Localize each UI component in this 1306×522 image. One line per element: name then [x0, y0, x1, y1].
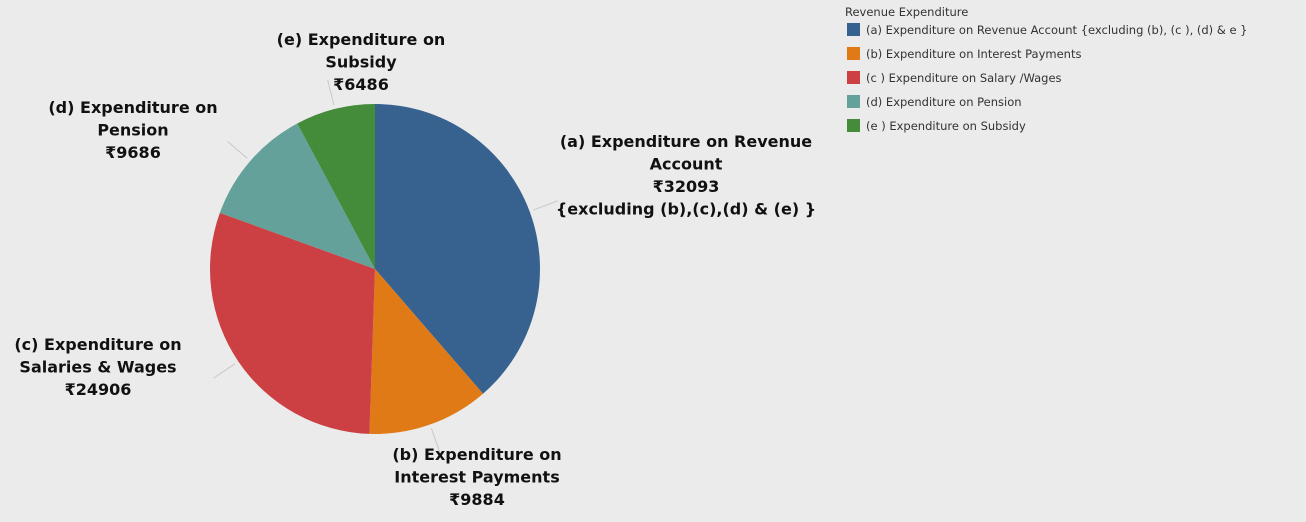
label-line: Pension: [97, 121, 168, 140]
label-line: Account: [650, 155, 723, 174]
slice-label: (d) Expenditure on Pension: [48, 98, 217, 140]
pie-slice: [210, 212, 375, 434]
slice-label: (a) Expenditure on Revenue Account: [560, 132, 812, 174]
legend-title: Revenue Expenditure: [845, 5, 968, 19]
legend-label: (e ) Expenditure on Subsidy: [866, 119, 1026, 133]
slice-value: ₹24906: [65, 380, 132, 399]
annotation: {excluding (b),(c),(d) & (e) }: [556, 200, 816, 219]
leader-line: [533, 200, 558, 211]
slice-value: ₹6486: [333, 75, 389, 94]
pie-slice: [297, 104, 375, 269]
legend-swatch: [847, 47, 860, 60]
slice-label: (b) Expenditure on Interest Payments: [392, 445, 561, 487]
label-line: Interest Payments: [394, 468, 559, 487]
legend-swatch: [847, 71, 860, 84]
label-line: (a) Expenditure on Revenue: [560, 132, 812, 151]
legend-label: (c ) Expenditure on Salary /Wages: [866, 71, 1062, 85]
pie-slice: [375, 104, 540, 394]
leader-line: [213, 363, 236, 379]
slice-label: (c) Expenditure on Salaries & Wages: [14, 335, 181, 377]
label-line: Subsidy: [325, 53, 397, 72]
slice-label: (e) Expenditure on Subsidy: [277, 30, 446, 72]
slice-value: ₹9686: [105, 143, 161, 162]
legend-label: (b) Expenditure on Interest Payments: [866, 47, 1081, 61]
label-line: Salaries & Wages: [19, 358, 176, 377]
legend-swatch: [847, 119, 860, 132]
legend-swatch: [847, 95, 860, 108]
slice-value: ₹32093: [653, 177, 720, 196]
label-line: (e) Expenditure on: [277, 30, 446, 49]
leader-line: [227, 140, 248, 159]
pie-slice: [219, 123, 375, 269]
pie-slice: [369, 269, 484, 434]
slice-value: ₹9884: [449, 490, 505, 509]
legend-label: (d) Expenditure on Pension: [866, 95, 1022, 109]
label-line: (b) Expenditure on: [392, 445, 561, 464]
label-line: (c) Expenditure on: [14, 335, 181, 354]
legend-swatch: [847, 23, 860, 36]
leader-line: [430, 428, 441, 454]
legend-label: (a) Expenditure on Revenue Account {excl…: [866, 23, 1248, 37]
leader-line: [327, 79, 335, 106]
label-line: (d) Expenditure on: [48, 98, 217, 117]
